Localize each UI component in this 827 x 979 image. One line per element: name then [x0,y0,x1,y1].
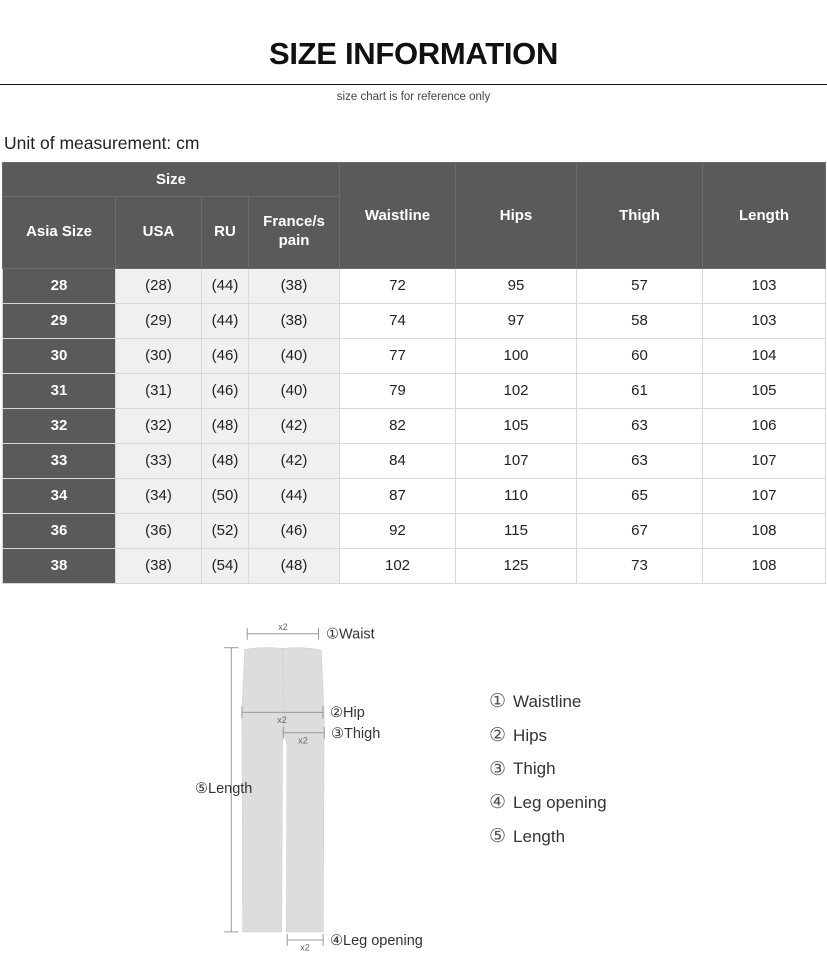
svg-text:x2: x2 [277,715,287,725]
svg-text:③Thigh: ③Thigh [331,726,380,742]
svg-text:②Hip: ②Hip [330,705,365,721]
svg-text:①Waist: ①Waist [326,627,375,643]
svg-text:x2: x2 [298,736,308,746]
svg-text:⑤Length: ⑤Length [195,781,252,797]
svg-text:④Leg opening: ④Leg opening [330,933,423,949]
svg-text:x2: x2 [300,943,310,953]
svg-text:x2: x2 [278,622,288,632]
